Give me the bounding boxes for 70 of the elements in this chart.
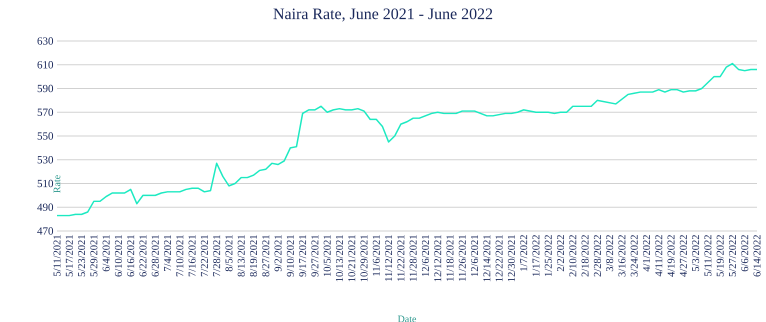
x-tick-label: 3/8/2022 xyxy=(606,235,614,272)
x-tick-label: 8/19/2021 xyxy=(250,235,258,277)
x-tick-label: 5/27/2022 xyxy=(728,235,736,276)
x-tick-label: 5/11/2021 xyxy=(53,235,61,276)
x-tick-label: 2/18/2022 xyxy=(582,235,589,276)
x-tick-label: 11/6/2021 xyxy=(372,235,380,276)
x-tick-label: 12/22/2021 xyxy=(496,235,503,282)
x-tick-label: 11/12/2021 xyxy=(385,235,392,281)
y-axis-title: Rate xyxy=(54,175,60,193)
x-tick-label: 12/6/2021 xyxy=(422,235,429,276)
x-tick-label: 9/27/2021 xyxy=(311,235,318,277)
y-tick-label: 570 xyxy=(38,108,54,116)
y-tick-label: 510 xyxy=(38,180,54,188)
x-tick-label: 2/2/2022 xyxy=(556,235,564,272)
chart-title: Naira Rate, June 2021 - June 2022 xyxy=(273,8,492,22)
x-tick-label: 5/3/2022 xyxy=(692,235,700,272)
x-tick-label: 7/22/2021 xyxy=(200,235,208,276)
x-tick-label: 6/16/2021 xyxy=(127,235,134,276)
x-tick-label: 9/10/2021 xyxy=(286,235,294,277)
x-tick-label: 5/19/2022 xyxy=(716,235,724,276)
x-tick-label: 11/18/2021 xyxy=(446,235,454,281)
x-tick-label: 6/6/2022 xyxy=(741,235,748,272)
x-tick-label: 10/29/2021 xyxy=(360,235,368,282)
x-tick-label: 2/28/2022 xyxy=(594,235,601,276)
x-tick-label: 2/10/2022 xyxy=(569,235,576,276)
x-tick-label: 5/17/2021 xyxy=(66,235,73,276)
x-tick-label: 1/17/2022 xyxy=(532,235,540,276)
x-tick-label: 4/27/2022 xyxy=(680,235,687,277)
x-tick-label: 10/21/2021 xyxy=(348,235,356,282)
x-tick-label: 8/13/2021 xyxy=(238,235,245,277)
x-axis-title: Date xyxy=(398,316,416,322)
x-tick-label: 7/10/2021 xyxy=(176,235,184,276)
y-tick-label: 550 xyxy=(38,132,54,140)
y-tick-label: 490 xyxy=(37,204,54,211)
x-tick-label: 11/28/2021 xyxy=(410,235,417,281)
x-tick-label: 5/23/2021 xyxy=(78,235,86,276)
x-tick-label: 6/14/2022 xyxy=(753,235,761,276)
x-tick-label: 3/16/2022 xyxy=(618,235,626,276)
x-tick-label: 3/24/2022 xyxy=(630,235,638,276)
x-tick-label: 8/27/2021 xyxy=(262,235,270,277)
y-tick-label: 630 xyxy=(38,37,54,45)
x-tick-label: 4/19/2022 xyxy=(668,235,675,277)
x-tick-label: 5/29/2021 xyxy=(90,235,98,276)
x-tick-label: 6/10/2021 xyxy=(114,235,122,276)
x-tick-label: 12/14/2021 xyxy=(483,235,490,282)
x-tick-label: 7/28/2021 xyxy=(213,235,220,276)
x-tick-label: 10/13/2021 xyxy=(336,235,343,282)
x-tick-label: 4/11/2022 xyxy=(655,235,662,276)
x-tick-label: 12/12/2021 xyxy=(434,235,442,282)
x-tick-label: 7/4/2021 xyxy=(164,235,172,272)
x-tick-label: 1/25/2022 xyxy=(544,235,552,276)
x-tick-label: 6/22/2021 xyxy=(139,235,147,276)
x-tick-label: 12/6/2021 xyxy=(471,235,478,276)
x-tick-label: 1/7/2022 xyxy=(520,235,528,271)
x-tick-label: 11/22/2021 xyxy=(397,235,404,281)
x-tick-label: 12/30/2021 xyxy=(508,235,515,282)
x-tick-label: 6/4/2021 xyxy=(102,235,110,272)
x-tick-label: 8/5/2021 xyxy=(225,235,232,272)
x-tick-label: 7/16/2021 xyxy=(188,235,196,276)
y-tick-label: 590 xyxy=(38,84,54,92)
x-tick-label: 5/11/2022 xyxy=(704,235,712,276)
x-tick-label: 9/17/2021 xyxy=(299,235,306,277)
x-tick-label: 9/2/2021 xyxy=(274,235,282,272)
y-tick-label: 530 xyxy=(38,156,54,164)
x-tick-label: 10/5/2021 xyxy=(324,235,331,276)
y-tick-label: 610 xyxy=(38,61,54,68)
x-tick-label: 6/28/2021 xyxy=(152,235,159,276)
y-tick-label: 470 xyxy=(37,227,54,235)
x-tick-label: 11/26/2021 xyxy=(458,235,466,281)
x-tick-label: 4/1/2022 xyxy=(642,235,650,272)
